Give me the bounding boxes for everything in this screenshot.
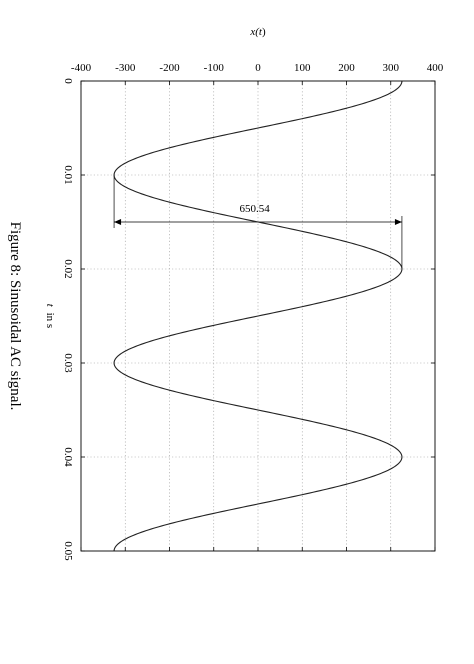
x-axis-label-var: t: [44, 304, 56, 308]
tick-labels: 0 0.01 0.02 0.03 0.04 0.05 -400 -300 -200 -100 0 10…: [62, 62, 444, 561]
grid-lines: [81, 81, 435, 551]
y-tick-label: 300: [383, 62, 400, 74]
y-tick-label: 200: [338, 62, 355, 74]
y-tick-label: 400: [427, 62, 444, 74]
y-axis-label-var: t: [259, 26, 263, 38]
x-tick-label: 0.05: [62, 541, 74, 561]
x-tick-label: 0.04: [62, 447, 74, 467]
y-axis-label-post: ): [262, 26, 266, 38]
plot-frame: [80, 80, 436, 552]
x-tick-label: 0.03: [62, 353, 74, 373]
y-tick-label: -200: [159, 62, 180, 74]
x-axis-label-unit: in s: [44, 313, 56, 329]
y-axis-label: x(t): [249, 26, 266, 38]
y-tick-label: -400: [71, 62, 92, 74]
x-tick-label: 0.02: [62, 259, 74, 278]
x-axis-label: t in s: [44, 304, 56, 328]
y-tick-label: -100: [204, 62, 225, 74]
annotation-arrowhead-top: [394, 219, 402, 225]
y-tick-label: 100: [294, 62, 311, 74]
x-tick-label: 0.01: [62, 165, 74, 184]
series-line: [113, 80, 403, 552]
series-layer: [113, 80, 403, 552]
y-axis-label-pre: x(: [249, 26, 260, 38]
plot-area: 650.54 0 0.01 0.02 0.03 0.04 0.05 -400 -300 -200…: [7, 26, 444, 561]
y-tick-label: -300: [115, 62, 136, 74]
y-tick-label: 0: [255, 62, 261, 74]
figure-caption: Figure 8: Sinusoidal AC signal.: [7, 222, 23, 411]
annotation-label: 650.54: [240, 203, 271, 215]
annotation-arrowhead-bottom: [114, 219, 122, 225]
x-tick-label: 0: [62, 78, 74, 84]
